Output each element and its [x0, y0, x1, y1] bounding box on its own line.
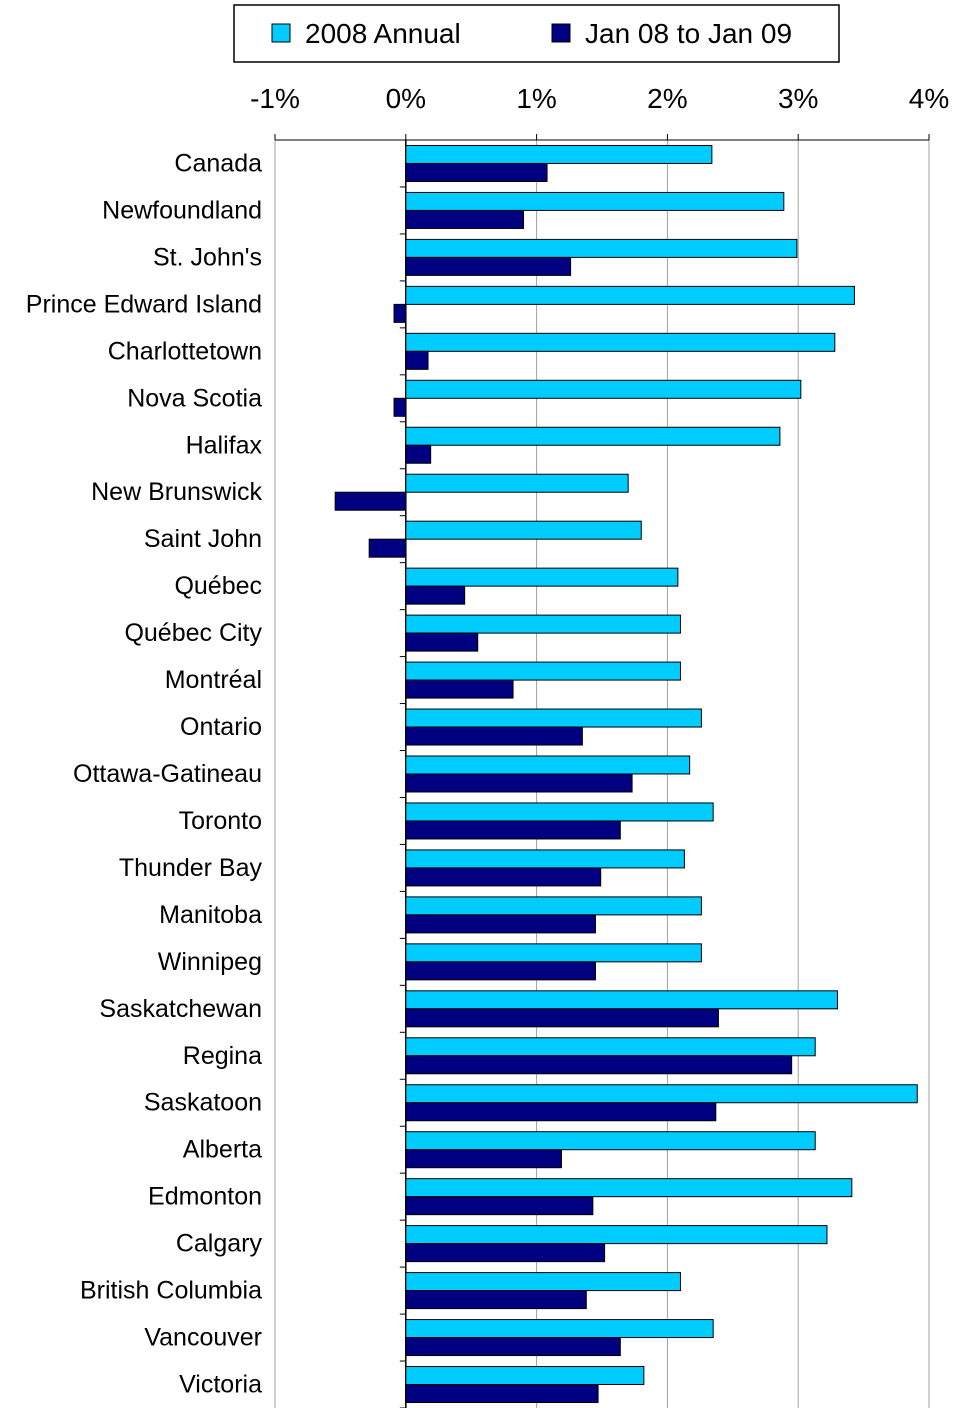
- category-label: Ottawa-Gatineau: [73, 760, 262, 788]
- bar: [405, 1178, 853, 1198]
- legend-label: 2008 Annual: [305, 18, 461, 49]
- bar: [405, 1131, 816, 1151]
- bar: [405, 802, 714, 822]
- category-label: Saint John: [144, 525, 262, 553]
- category-label: Ontario: [180, 713, 262, 741]
- category-label: Edmonton: [148, 1183, 262, 1211]
- category-label: Victoria: [179, 1371, 262, 1399]
- category-label: Alberta: [183, 1136, 262, 1164]
- bar: [405, 773, 633, 793]
- category-label: Thunder Bay: [119, 854, 263, 882]
- bar: [405, 1319, 714, 1339]
- category-label: Toronto: [179, 807, 262, 835]
- bars: [334, 144, 918, 1404]
- bar: [405, 256, 572, 276]
- category-label: Halifax: [186, 431, 263, 459]
- bar: [405, 1225, 828, 1245]
- bar: [405, 238, 798, 258]
- category-label: Québec City: [124, 619, 262, 647]
- tick-label: 0%: [386, 83, 426, 114]
- bar: [405, 209, 525, 229]
- bar: [405, 1149, 562, 1169]
- bar: [405, 1337, 621, 1357]
- bar: [405, 567, 679, 587]
- bar: [405, 444, 432, 464]
- tick-label: 4%: [909, 83, 949, 114]
- category-label: Winnipeg: [158, 948, 262, 976]
- category-label: New Brunswick: [91, 478, 262, 506]
- bar: [405, 1102, 717, 1122]
- bar: [405, 1084, 918, 1104]
- bar: [393, 303, 407, 323]
- bar: [405, 896, 702, 916]
- tick-labels: -1% 0% 1% 2% 3% 4%: [250, 83, 949, 140]
- tick-label: 3%: [778, 83, 818, 114]
- bar: [405, 990, 838, 1010]
- bar: [405, 914, 596, 934]
- category-label: Montréal: [165, 666, 262, 694]
- legend-box: [233, 4, 840, 63]
- category-label: Charlottetown: [108, 337, 262, 365]
- tick-label: 2%: [647, 83, 687, 114]
- bar: [405, 350, 429, 370]
- bar: [405, 1366, 645, 1386]
- bar: [405, 426, 781, 446]
- bar: [368, 538, 407, 558]
- bar: [405, 661, 681, 681]
- bar: [405, 726, 583, 746]
- bar: [405, 943, 702, 963]
- category-label: Calgary: [176, 1230, 263, 1258]
- category-label: Vancouver: [144, 1324, 262, 1352]
- category-label: Prince Edward Island: [26, 290, 262, 318]
- category-label: Canada: [174, 149, 262, 177]
- bar: [405, 1290, 587, 1310]
- bar: [334, 491, 407, 511]
- bar: [405, 473, 629, 493]
- bar: [405, 614, 681, 634]
- bar: [405, 1196, 594, 1216]
- legend: 2008 Annual Jan 08 to Jan 09: [233, 4, 840, 63]
- bar: [405, 520, 642, 540]
- category-label: Nova Scotia: [127, 384, 262, 412]
- bar: [405, 285, 855, 305]
- bar: [405, 379, 802, 399]
- category-labels: Canada Newfoundland St. John's Prince Edwar…: [26, 149, 263, 1398]
- bar: [405, 585, 466, 605]
- bar: [405, 755, 691, 775]
- bar: [405, 1243, 606, 1263]
- category-label: Newfoundland: [102, 196, 262, 224]
- bar: [405, 632, 479, 652]
- category-label: British Columbia: [80, 1277, 262, 1305]
- bar: [405, 679, 514, 699]
- bar: [405, 332, 836, 352]
- bar: [393, 397, 407, 417]
- category-label: St. John's: [153, 243, 262, 271]
- tick-label: -1%: [250, 83, 300, 114]
- bar: [405, 708, 702, 728]
- legend-swatch: [271, 23, 291, 43]
- legend-swatch: [551, 23, 571, 43]
- category-label: Québec: [174, 572, 262, 600]
- bar: [405, 191, 785, 211]
- bar: [405, 1055, 793, 1075]
- bar: [405, 1008, 719, 1028]
- bar: [405, 1384, 599, 1404]
- category-label: Regina: [183, 1042, 262, 1070]
- bar: [405, 867, 602, 887]
- tick-label: 1%: [516, 83, 556, 114]
- legend-label: Jan 08 to Jan 09: [585, 18, 792, 49]
- bar: [405, 849, 685, 869]
- bar: [405, 820, 621, 840]
- category-label: Saskatchewan: [99, 995, 262, 1023]
- bar: [405, 1272, 681, 1292]
- bar: [405, 162, 548, 182]
- bar: [405, 144, 713, 164]
- category-label: Saskatoon: [144, 1089, 262, 1117]
- bar: [405, 1037, 816, 1057]
- bar: [405, 961, 596, 981]
- category-label: Manitoba: [159, 901, 262, 929]
